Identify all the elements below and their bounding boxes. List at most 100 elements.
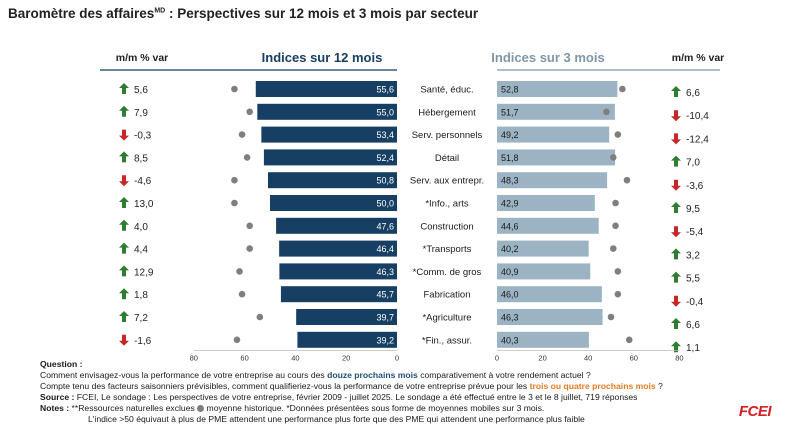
historical-average-dot-12m bbox=[238, 290, 246, 298]
chart-title-3-months: Indices sur 3 mois bbox=[491, 50, 604, 65]
mm-value-3m: 9,5 bbox=[686, 204, 700, 215]
bar-12m bbox=[279, 263, 397, 280]
mm-value-12m: 13,0 bbox=[134, 199, 154, 210]
historical-average-dot-12m bbox=[231, 199, 238, 207]
bar-12m bbox=[279, 240, 397, 257]
mm-arrow-3m bbox=[671, 226, 681, 238]
bar-3m-value: 52,8 bbox=[501, 85, 519, 95]
index-explanation: L'indice >50 équivaut à plus de PME atte… bbox=[88, 414, 585, 424]
bar-3m bbox=[497, 286, 602, 303]
mm-value-12m: 1,8 bbox=[134, 290, 148, 301]
mm-value-12m: 7,9 bbox=[134, 108, 148, 119]
mm-arrow-12m bbox=[119, 197, 129, 208]
mm-arrow-12m bbox=[119, 242, 129, 254]
historical-average-dot-3m bbox=[614, 131, 622, 138]
bar-3m bbox=[497, 81, 618, 97]
mm-value-12m: -4,6 bbox=[134, 176, 152, 187]
historical-average-dot-12m bbox=[246, 222, 253, 230]
historical-average-dot-12m bbox=[238, 131, 246, 138]
mm-arrow-3m bbox=[671, 202, 681, 213]
historical-average-dot-12m bbox=[246, 108, 253, 116]
historical-average-dot-3m bbox=[623, 176, 631, 184]
axis-tick-3m: 60 bbox=[630, 354, 638, 363]
mm-arrow-3m bbox=[671, 341, 681, 353]
axis-tick-12m: 60 bbox=[240, 354, 248, 363]
mm-arrow-3m bbox=[671, 248, 681, 260]
bar-3m bbox=[497, 309, 603, 325]
mm-value-12m: 4,4 bbox=[134, 245, 148, 256]
axis-tick-3m: 40 bbox=[584, 354, 592, 363]
mm-value-12m: -0,3 bbox=[134, 131, 152, 142]
mm-arrow-3m bbox=[671, 133, 681, 145]
historical-average-dot-12m bbox=[243, 154, 251, 161]
mm-value-3m: -5,4 bbox=[686, 227, 704, 238]
mm-arrow-3m bbox=[671, 295, 681, 307]
bar-12m-value: 45,7 bbox=[376, 290, 394, 300]
bar-12m-value: 46,3 bbox=[376, 267, 394, 277]
bar-12m-value: 39,7 bbox=[376, 313, 394, 323]
historical-average-dot-12m bbox=[256, 313, 264, 321]
bar-3m-value: 44,6 bbox=[501, 221, 519, 231]
bar-12m bbox=[276, 217, 397, 234]
bar-3m-value: 46,0 bbox=[501, 290, 519, 300]
bar-12m bbox=[267, 172, 397, 189]
question-label: Question : bbox=[40, 359, 83, 369]
bar-12m bbox=[280, 286, 397, 303]
mm-var-header-right: m/m % var bbox=[672, 52, 725, 64]
historical-average-dot-3m bbox=[614, 268, 622, 275]
bar-3m-value: 48,3 bbox=[501, 176, 519, 186]
historical-average-dot-3m bbox=[614, 290, 622, 298]
category-label: *Agriculture bbox=[422, 313, 471, 324]
bar-3m-value: 42,9 bbox=[501, 199, 519, 209]
sector-outlook-chart: m/m % var Indices sur 12 mois Indices sur … bbox=[100, 50, 725, 363]
category-label: Détail bbox=[435, 153, 459, 164]
bar-3m-value: 51,7 bbox=[501, 107, 519, 117]
historical-average-dot-3m bbox=[612, 222, 619, 230]
historical-average-dot-12m bbox=[233, 336, 241, 344]
bar-3m-value: 40,2 bbox=[501, 244, 519, 254]
bar-12m-value: 53,4 bbox=[376, 130, 394, 140]
bar-3m bbox=[497, 172, 608, 189]
axis-tick-12m: 20 bbox=[342, 354, 350, 363]
axis-tick-3m: 20 bbox=[538, 354, 546, 363]
category-label: Serv. personnels bbox=[412, 130, 483, 141]
historical-average-dot-3m bbox=[612, 199, 619, 207]
historical-average-dot-3m bbox=[609, 245, 617, 252]
mm-var-header-left: m/m % var bbox=[116, 52, 169, 64]
historical-average-dot-3m bbox=[607, 313, 615, 321]
bar-3m bbox=[497, 217, 599, 234]
bar-3m-value: 49,2 bbox=[501, 130, 519, 140]
mm-value-12m: 4,0 bbox=[134, 222, 148, 233]
axis-tick-12m: 0 bbox=[395, 354, 399, 363]
historical-average-dot-3m bbox=[619, 85, 626, 93]
mm-arrow-12m bbox=[119, 219, 129, 231]
category-label: *Comm. de gros bbox=[413, 267, 482, 278]
mm-value-12m: 8,5 bbox=[134, 153, 148, 164]
historical-average-dot-3m bbox=[603, 108, 610, 116]
bar-12m-value: 55,6 bbox=[376, 85, 394, 95]
axis-tick-12m: 80 bbox=[190, 354, 198, 363]
mm-value-3m: 7,0 bbox=[686, 158, 700, 169]
question-3m: Compte tenu des facteurs saisonniers pré… bbox=[40, 381, 663, 391]
mm-value-3m: 6,6 bbox=[686, 320, 700, 331]
bar-12m bbox=[261, 126, 397, 143]
bar-3m bbox=[497, 240, 589, 257]
bar-12m-value: 50,0 bbox=[376, 199, 394, 209]
mm-arrow-3m bbox=[671, 110, 681, 122]
mm-value-12m: -1,6 bbox=[134, 336, 152, 347]
bar-3m bbox=[497, 149, 616, 166]
bar-3m-value: 51,8 bbox=[501, 153, 519, 163]
mm-value-12m: 7,2 bbox=[134, 313, 148, 324]
category-label: Fabrication bbox=[424, 290, 471, 301]
bar-12m-value: 39,2 bbox=[376, 335, 394, 345]
historical-average-legend-icon bbox=[197, 405, 205, 412]
category-label: *Transports bbox=[423, 244, 472, 255]
mm-arrow-12m bbox=[119, 105, 129, 117]
bar-12m bbox=[255, 81, 397, 97]
mm-arrow-12m bbox=[119, 288, 129, 300]
mm-arrow-3m bbox=[671, 271, 681, 283]
mm-arrow-12m bbox=[119, 129, 129, 141]
category-label: Construction bbox=[420, 221, 473, 232]
bar-12m-value: 46,4 bbox=[376, 244, 394, 254]
bar-12m-value: 55,0 bbox=[376, 107, 394, 117]
